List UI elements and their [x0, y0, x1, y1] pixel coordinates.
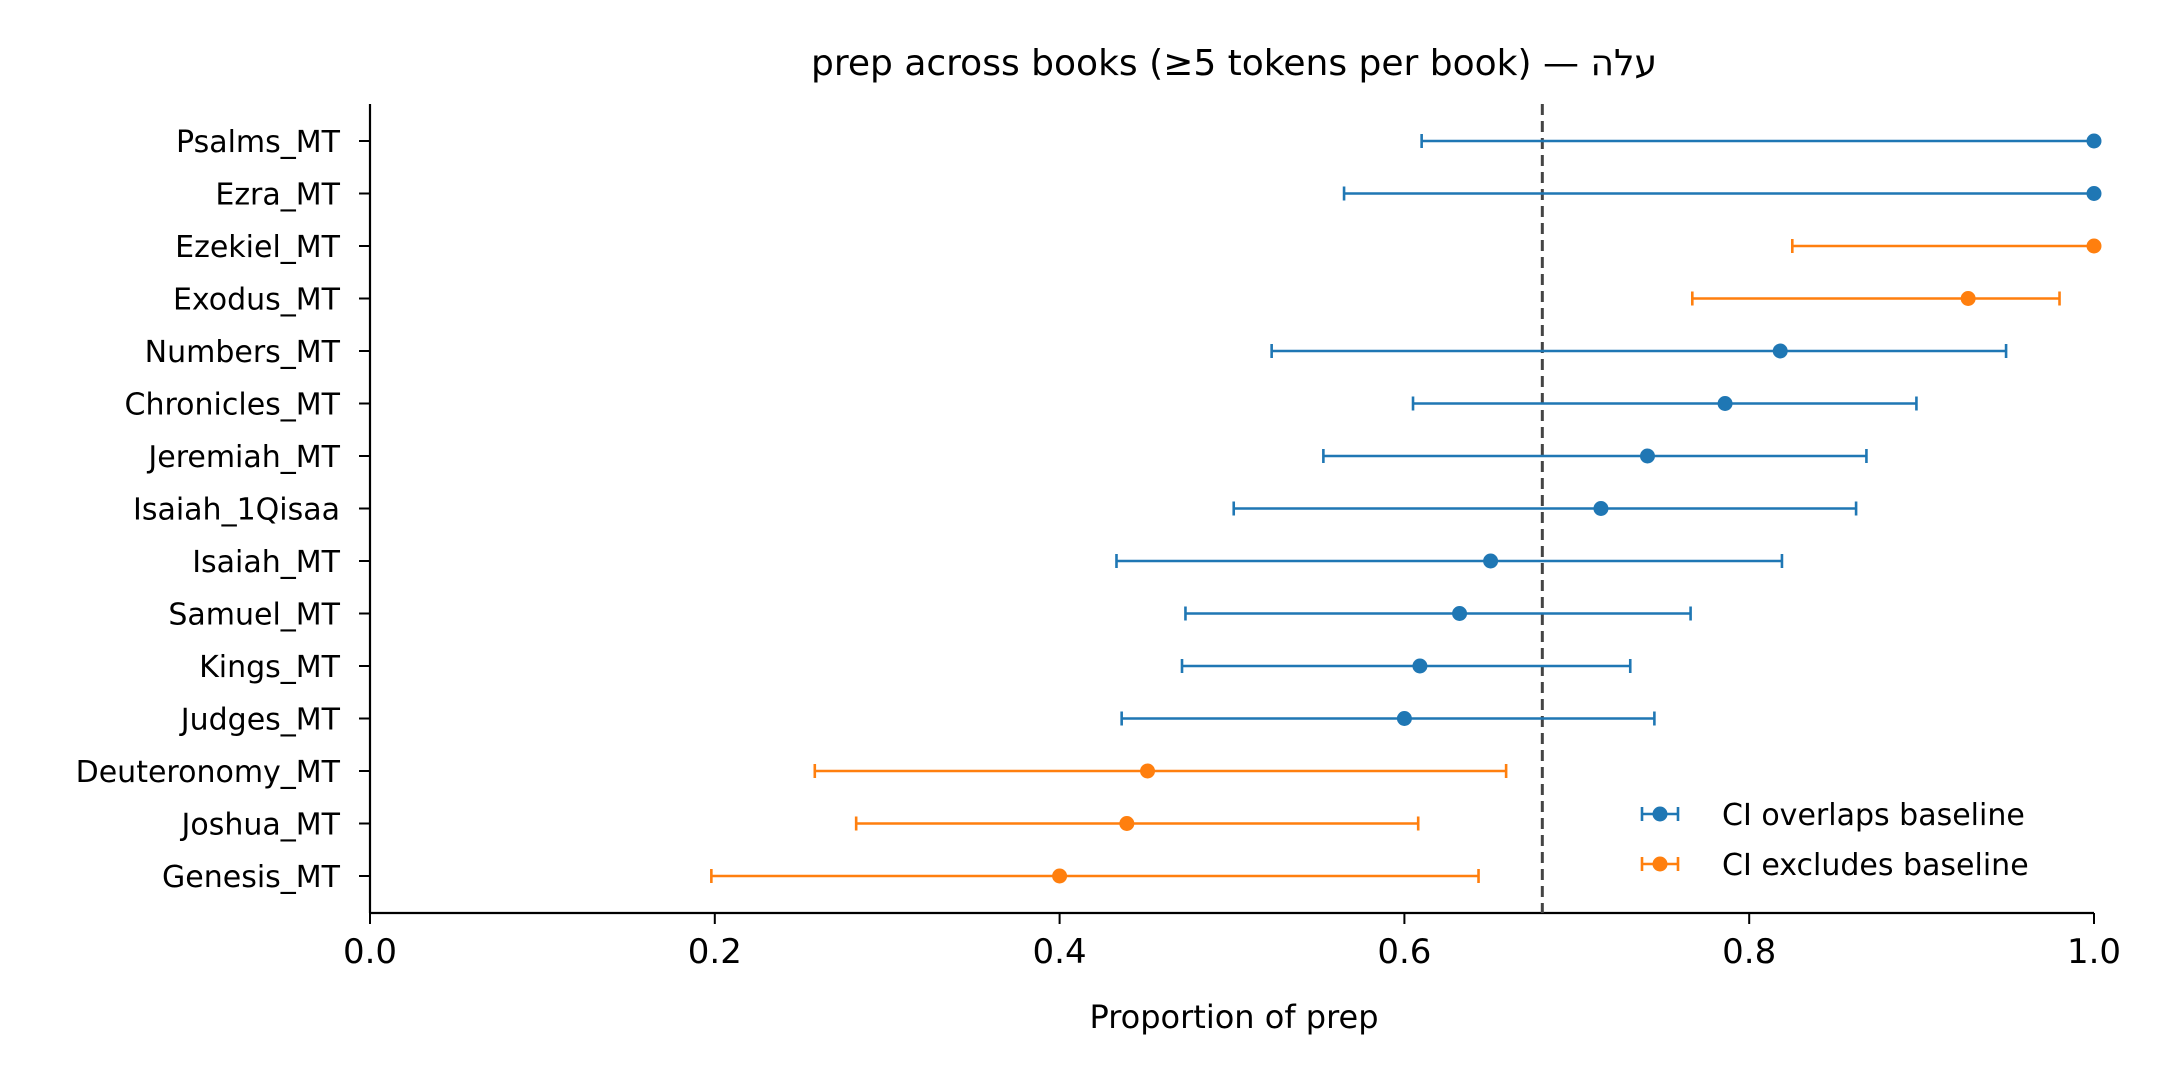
y-tick-label: Genesis_MT	[162, 860, 341, 895]
y-tick-label: Psalms_MT	[176, 125, 341, 160]
point-estimate	[1639, 448, 1655, 464]
x-tick-label: 0.8	[1722, 932, 1776, 972]
point-estimate	[1960, 291, 1976, 306]
y-tick-label: Judges_MT	[179, 703, 341, 738]
legend: CI overlaps baseline CI excludes baseline	[1640, 798, 2029, 883]
point-estimate	[1396, 711, 1412, 726]
legend-label: CI overlaps baseline	[1722, 798, 2025, 833]
ci-row	[1184, 606, 1692, 621]
point-estimate	[1052, 868, 1068, 884]
ci-row	[1691, 291, 2061, 306]
x-tick-label: 0.2	[688, 932, 742, 972]
point-estimate	[1593, 501, 1609, 516]
ci-row	[1791, 238, 2102, 254]
x-axis-label: Proportion of prep	[1089, 998, 1378, 1036]
legend-marker-point	[1652, 806, 1668, 822]
y-tick-label: Chronicles_MT	[125, 388, 341, 423]
y-tick-label: Ezra_MT	[215, 178, 340, 213]
ci-row	[1270, 343, 2008, 359]
point-estimate	[1772, 343, 1788, 359]
point-estimate	[2086, 133, 2102, 149]
legend-marker-point	[1652, 856, 1668, 872]
ci-row	[1342, 186, 2102, 201]
ci-row	[1180, 658, 1632, 674]
x-tick-label: 0.0	[343, 932, 397, 972]
ci-row	[1120, 711, 1656, 726]
y-tick-label: Deuteronomy_MT	[76, 755, 341, 790]
y-tick-label: Numbers_MT	[145, 335, 341, 370]
ci-row	[854, 816, 1420, 831]
x-tick-label: 0.4	[1033, 932, 1087, 972]
point-estimate	[1717, 396, 1733, 411]
ci-row	[1115, 553, 1784, 569]
ci-row	[1322, 448, 1868, 464]
y-tick-label: Exodus_MT	[173, 283, 341, 318]
ci-row	[710, 868, 1480, 884]
ci-row	[1411, 396, 1918, 411]
legend-label: CI excludes baseline	[1722, 848, 2029, 883]
ci-row	[1232, 501, 1858, 516]
y-tick-label: Isaiah_1Qisaa	[133, 493, 340, 528]
point-estimate	[2086, 186, 2102, 201]
plot-area: 0.0 0.2 0.4 0.6 0.8 1.0 Psalms_MT Ezra_MT Ezekie…	[76, 104, 2121, 972]
y-tick-label: Samuel_MT	[168, 598, 340, 633]
point-estimate	[2086, 238, 2102, 254]
y-tick-label: Jeremiah_MT	[146, 440, 340, 475]
point-estimate	[1140, 763, 1156, 779]
y-tick-label: Isaiah_MT	[192, 545, 340, 580]
y-tick-label: Joshua_MT	[180, 808, 341, 843]
point-estimate	[1119, 816, 1135, 831]
point-estimate	[1452, 606, 1468, 621]
chart-title: עלה — prep across books (≥5 tokens per b…	[811, 43, 1657, 84]
y-tick-label: Ezekiel_MT	[175, 230, 341, 265]
ci-row	[1420, 133, 2102, 149]
y-tick-label: Kings_MT	[199, 650, 341, 685]
x-tick-label: 0.6	[1377, 932, 1431, 972]
point-estimate	[1483, 553, 1499, 569]
point-estimate	[1412, 658, 1428, 674]
ci-row	[813, 763, 1508, 779]
x-tick-label: 1.0	[2067, 932, 2121, 972]
